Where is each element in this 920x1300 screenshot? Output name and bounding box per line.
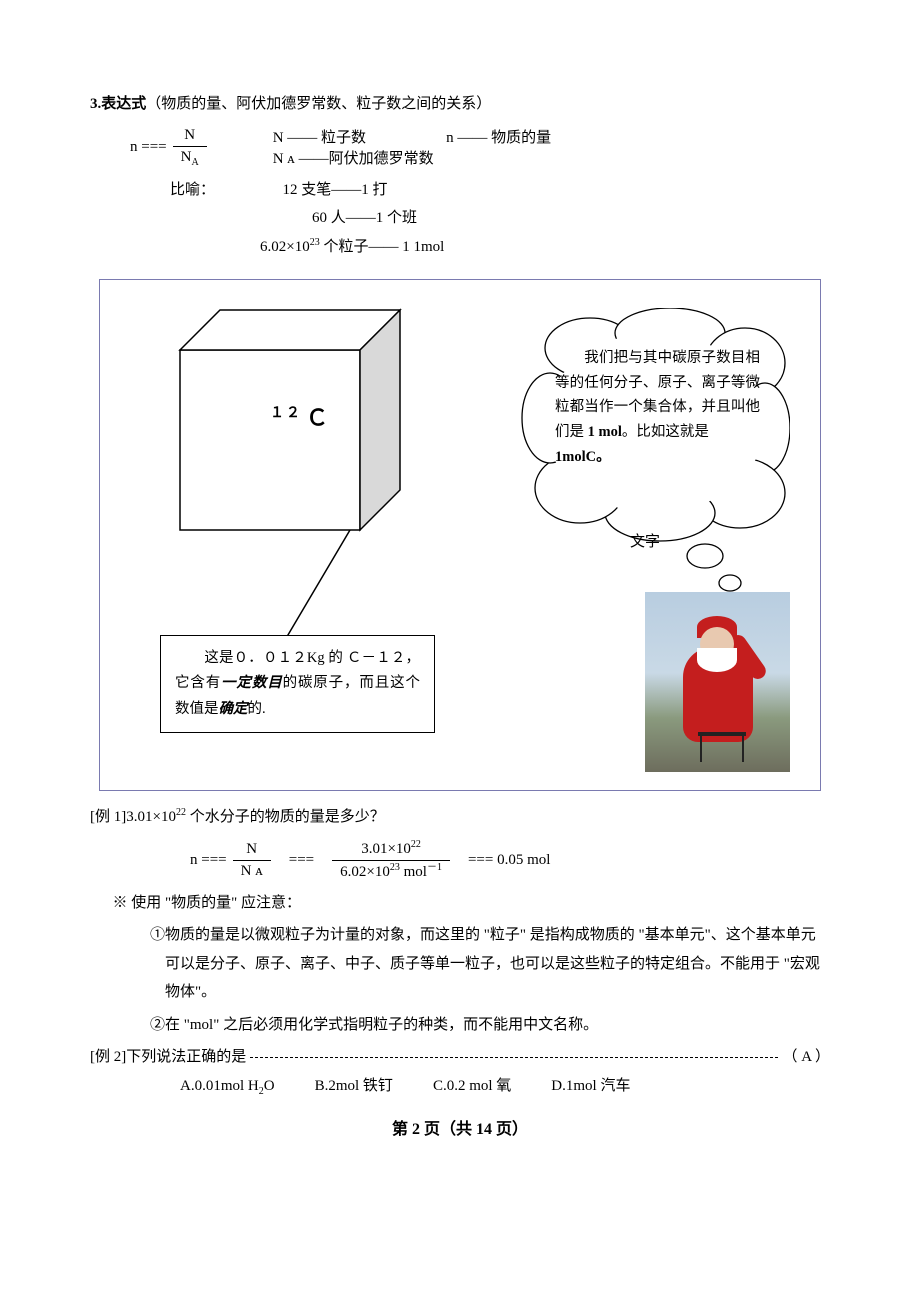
note-em2: 确定 — [219, 701, 248, 717]
example1-question: [例 1]3.01×1022 个水分子的物质的量是多少？ — [90, 803, 830, 832]
note-em1: 一定数目 — [221, 675, 282, 691]
ftr-pre: 第 — [392, 1121, 412, 1138]
ex2-optC: C.0.2 mol 氧 — [433, 1072, 511, 1101]
analogy-l3-post: 个粒子—— 1 1mol — [320, 239, 445, 255]
def-N: N —— 粒子数 — [273, 126, 366, 147]
santa-photo — [645, 592, 790, 772]
ex2-dotline — [250, 1057, 778, 1058]
ex1-exp: 22 — [176, 807, 186, 818]
bubble-bold2: 1molC。 — [555, 449, 611, 465]
ex1-lhs: n === — [190, 852, 227, 869]
ex1-post: 个水分子的物质的量是多少？ — [186, 809, 385, 825]
section-heading: 3.表达式（物质的量、阿伏加德罗常数、粒子数之间的关系） — [90, 90, 830, 119]
note-l2c: 的. — [248, 701, 266, 717]
frac-num: N — [176, 125, 203, 146]
ex1-f2d: 6.02×1023 mol－1 — [332, 861, 450, 883]
ex1-eq1: === — [289, 852, 314, 869]
formula-lhs: n === — [130, 139, 167, 156]
ex2-answer: （ A ） — [782, 1043, 830, 1072]
ex1-f2d-neg: －1 — [427, 862, 442, 873]
section-paren: （物质的量、阿伏加德罗常数、粒子数之间的关系） — [146, 96, 491, 112]
analogy-l2: 60 人——1 个班 — [170, 204, 830, 233]
ex1-frac2: 3.01×1022 6.02×1023 mol－1 — [332, 838, 450, 883]
stool — [700, 732, 744, 762]
frac-den: NA — [173, 147, 207, 170]
ex2-optB: B.2mol 铁钉 — [315, 1072, 393, 1101]
section-title: 表达式 — [101, 96, 146, 112]
den-base: N — [181, 149, 192, 165]
bubble-t2: 。比如这就是 — [622, 424, 709, 440]
def-NA: N ᴀ ——阿伏加德罗常数 — [273, 147, 551, 168]
ex1-pre: [例 1]3.01×10 — [90, 809, 176, 825]
bubble-text: 我们把与其中碳原子数目相等的任何分子、原子、离子等微粒都当作一个集合体，并且叫他… — [555, 346, 760, 469]
cube-label: １２ Ｃ — [270, 400, 331, 432]
element-symbol: Ｃ — [306, 405, 331, 430]
thought-bubble: 我们把与其中碳原子数目相等的任何分子、原子、离子等微粒都当作一个集合体，并且叫他… — [520, 308, 790, 548]
def-n: n —— 物质的量 — [446, 126, 551, 147]
formula-row-1: n === N NA N —— 粒子数 n —— 物质的量 N ᴀ ——阿伏加德… — [130, 125, 830, 170]
note-l1: 这是０．０１２Kg 的 — [175, 650, 343, 666]
ex1-f2n-exp: 22 — [411, 839, 421, 850]
ftr-mid: 页（共 — [420, 1121, 476, 1138]
ex2-optD: D.1mol 汽车 — [551, 1072, 630, 1101]
ex2-optA: A.0.01mol H2O — [180, 1072, 275, 1101]
caution-p2: ②在 "mol" 之后必须用化学式指明粒子的种类，而不能用中文名称。 — [90, 1011, 830, 1040]
analogy-l3-exp: 23 — [310, 237, 320, 248]
example2-line: [例 2]下列说法正确的是 （ A ） — [90, 1043, 830, 1072]
ex1-f2d-exp: 23 — [390, 862, 400, 873]
ftr-cur: 2 — [412, 1121, 420, 1138]
ex1-f2d-pre: 6.02×10 — [340, 864, 390, 880]
ftr-total: 14 — [476, 1121, 492, 1138]
ex1-f2n: 3.01×1022 — [353, 838, 429, 860]
ex2-label: [例 2]下列说法正确的是 — [90, 1043, 246, 1072]
ex1-f1n: N — [238, 839, 265, 860]
caution-block: ※ 使用 "物质的量" 应注意： ①物质的量是以微观粒子为计量的对象，而这里的 … — [90, 889, 830, 1040]
ex1-f2d-post: mol — [400, 864, 427, 880]
callout-pointer — [280, 530, 420, 650]
isotope-number: １２ — [270, 406, 302, 421]
fraction-n-over-na: N NA — [173, 125, 207, 170]
cube-diagram: １２ Ｃ — [160, 300, 420, 550]
caution-heading: ※ 使用 "物质的量" 应注意： — [90, 889, 830, 918]
document-page: 3.表达式（物质的量、阿伏加德罗常数、粒子数之间的关系） n === N NA … — [0, 0, 920, 1179]
ftr-post: 页） — [492, 1121, 528, 1138]
bubble-bold1: 1 mol — [588, 424, 622, 440]
definitions: N —— 粒子数 n —— 物质的量 N ᴀ ——阿伏加德罗常数 — [273, 126, 551, 168]
page-footer: 第 2 页（共 14 页） — [90, 1115, 830, 1139]
ex1-f1d: N ᴀ — [233, 861, 271, 882]
caution-p1: ①物质的量是以微观粒子为计量的对象，而这里的 "粒子" 是指构成物质的 "基本单… — [90, 921, 830, 1007]
illustration-box: １２ Ｃ — [99, 279, 821, 791]
analogy-label: 比喻： — [170, 182, 215, 198]
section-number: 3. — [90, 96, 101, 112]
optA-pre: A.0.01mol H — [180, 1078, 259, 1094]
example2-options: A.0.01mol H2O B.2mol 铁钉 C.0.2 mol 氧 D.1m… — [180, 1072, 830, 1101]
bubble-sublabel: 文字 — [630, 530, 660, 551]
ex1-frac1: N N ᴀ — [233, 839, 271, 882]
analogy-l3: 6.02×1023 个粒子—— 1 1mol — [170, 233, 830, 262]
analogy-block: 比喻： 12 支笔——1 打 60 人——1 个班 6.02×1023 个粒子—… — [170, 176, 830, 262]
optA-post: O — [264, 1078, 275, 1094]
ex1-result: === 0.05 mol — [468, 852, 550, 869]
ex1-f2n-pre: 3.01×10 — [361, 841, 411, 857]
note-box: 这是０．０１２Kg 的 Ｃ－１２，它含有一定数目的碳原子，而且这个数值是确定的. — [160, 635, 435, 733]
analogy-l3-pre: 6.02×10 — [260, 239, 310, 255]
santa-beard — [697, 648, 737, 672]
analogy-l1: 12 支笔——1 打 — [283, 182, 388, 198]
example1-formula: n === N N ᴀ === 3.01×1022 6.02×1023 mol－… — [190, 838, 830, 883]
den-sub: A — [191, 157, 198, 168]
